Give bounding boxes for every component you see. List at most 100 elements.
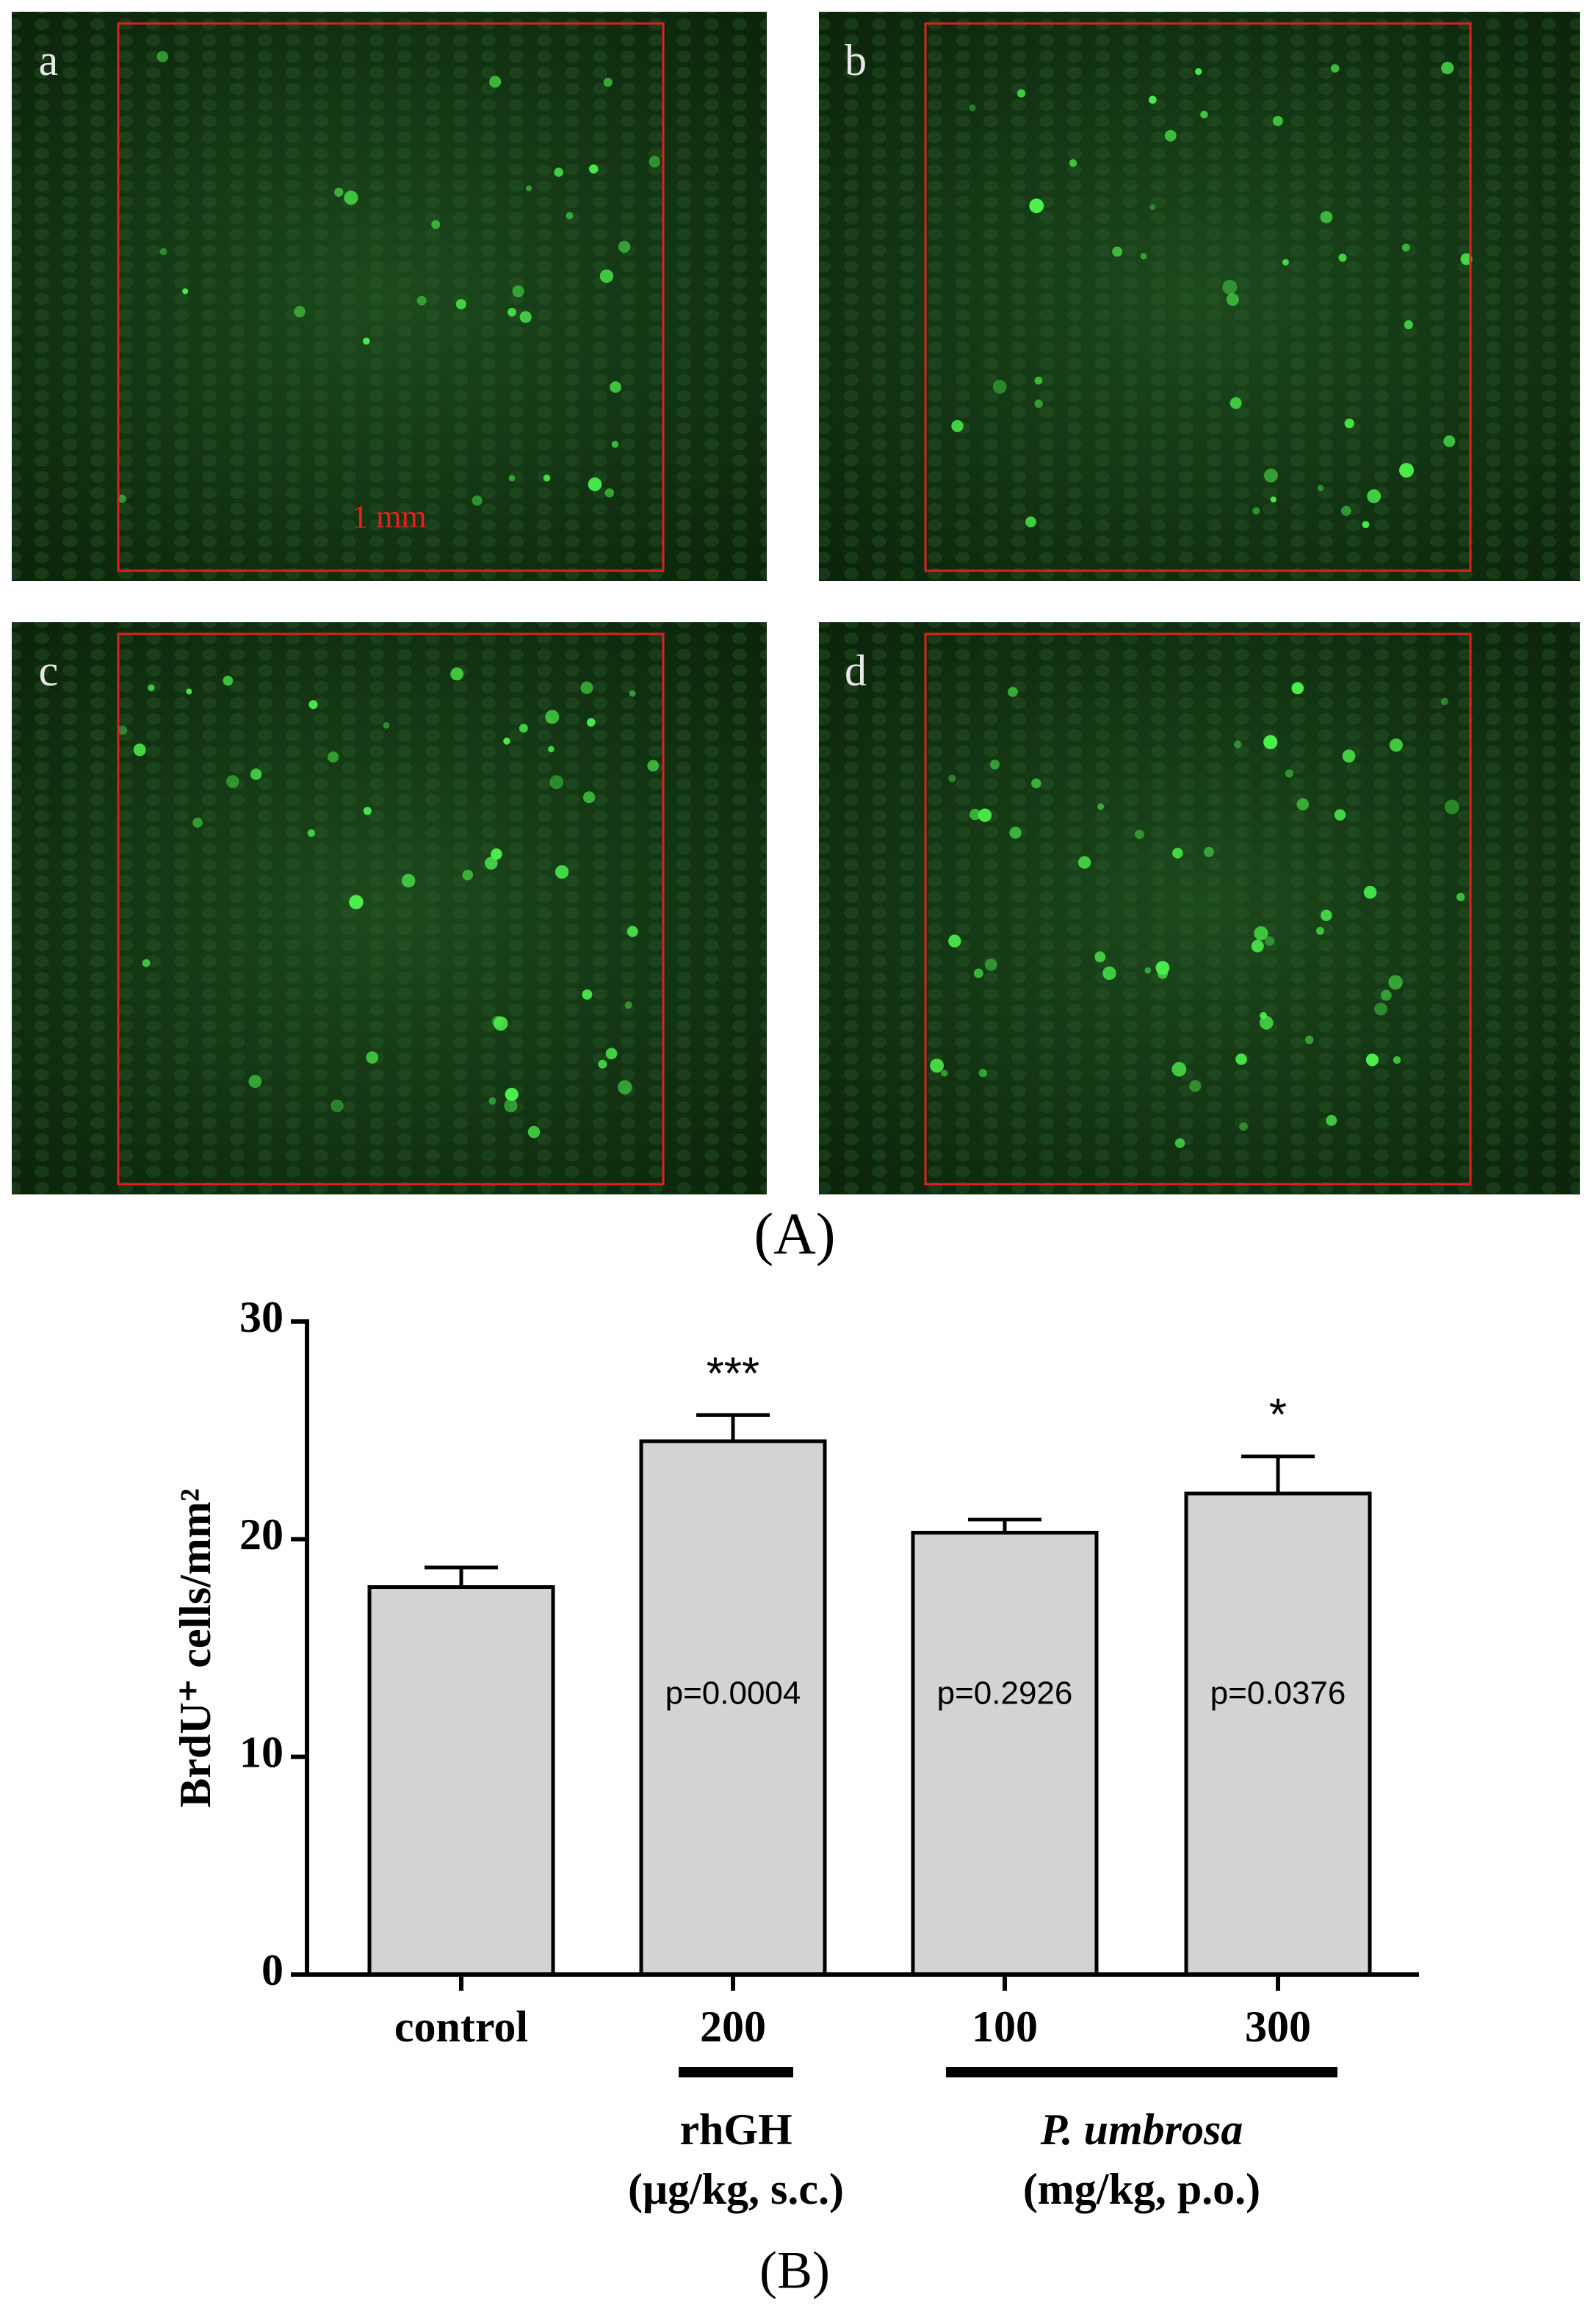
fluorescent-cell [1456, 893, 1465, 901]
p-value-label: p=0.2926 [937, 1676, 1073, 1712]
fluorescent-cell [331, 1099, 344, 1113]
fluorescent-cell [485, 857, 498, 870]
fluorescent-cell [1171, 1061, 1187, 1077]
fluorescent-cell [1285, 769, 1294, 778]
roi-box [924, 22, 1472, 572]
fluorescent-cell [588, 477, 602, 491]
fluorescent-cell [334, 187, 344, 197]
micrograph: b [819, 12, 1580, 581]
fluorescent-cell [1203, 846, 1214, 857]
micrograph-texture [12, 622, 767, 1194]
roi-box [924, 632, 1472, 1186]
fluorescent-cell [1291, 682, 1304, 695]
x-tick-label: 300 [1245, 2002, 1311, 2051]
fluorescent-cell [1031, 778, 1041, 789]
scale-label: 1 mm [352, 499, 426, 535]
micrograph-texture [819, 12, 1580, 581]
fluorescent-cell [1330, 64, 1340, 73]
fluorescent-cell [118, 494, 126, 503]
micrograph-texture [819, 622, 1580, 1194]
fluorescent-cell [1270, 496, 1277, 503]
fluorescent-cell [1296, 798, 1310, 811]
fluorescent-cell [554, 167, 563, 177]
fluorescent-cell [186, 688, 192, 695]
fluorescent-cell [225, 775, 239, 788]
fluorescent-cell [118, 725, 128, 735]
fluorescent-cell [1334, 809, 1346, 821]
fluorescent-cell [519, 724, 528, 733]
fluorescent-cell [973, 968, 983, 978]
fluorescent-cell [1226, 293, 1239, 306]
bar [367, 1585, 555, 1977]
fluorescent-cell [1135, 829, 1144, 840]
fluorescent-cell [582, 989, 593, 1000]
micrograph-texture [12, 12, 767, 581]
fluorescent-cell [978, 1069, 987, 1078]
panel-label: c [39, 646, 59, 695]
fluorescent-cell [505, 1087, 519, 1101]
fluorescent-cell [543, 475, 551, 482]
fluorescent-cell [1222, 279, 1238, 295]
fluorescent-cell [1102, 966, 1116, 981]
fluorescent-cell [349, 895, 364, 909]
fluorescent-cell [1034, 376, 1043, 385]
fluorescent-cell [647, 760, 660, 772]
part-label: (A) [754, 1202, 835, 1266]
fluorescent-cell [192, 818, 203, 828]
fluorescent-cell [431, 220, 441, 229]
fluorescent-cell [328, 751, 339, 763]
fluorescent-cell [1112, 246, 1123, 257]
y-tick-label: 20 [239, 1510, 284, 1559]
fluorescent-cell [605, 1048, 618, 1060]
fluorescent-cell [1155, 961, 1170, 975]
fluorescent-cell [598, 1059, 607, 1069]
fluorescent-cell [1140, 253, 1147, 260]
fluorescent-cell [1025, 516, 1036, 527]
fluorescent-cell [1374, 1002, 1387, 1016]
error-bar [968, 1518, 1041, 1533]
fluorescent-cell [604, 488, 615, 498]
panel-label: d [845, 646, 867, 695]
fluorescent-cell [1148, 95, 1157, 104]
fluorescent-cell [1440, 697, 1449, 705]
fluorescent-cell [1034, 399, 1043, 408]
fluorescent-cell [1441, 61, 1454, 75]
fluorescent-cell [1009, 826, 1022, 839]
fluorescent-cell [1365, 1053, 1379, 1067]
fluorescent-cell [1326, 1114, 1337, 1126]
fluorescent-cell [1172, 848, 1183, 859]
fluorescent-cell [930, 1059, 945, 1073]
fluorescent-cell [363, 807, 372, 815]
micrograph: d [819, 622, 1580, 1194]
fluorescent-cell [1399, 463, 1414, 478]
fluorescent-cell [978, 808, 992, 822]
fluorescent-cell [294, 306, 306, 317]
fluorescent-cell [508, 475, 516, 482]
fluorescent-cell [1304, 1035, 1314, 1045]
fluorescent-cell [603, 77, 613, 87]
y-tick-label: 30 [239, 1293, 284, 1341]
y-tick-label: 10 [239, 1728, 284, 1776]
fluorescent-cell [555, 865, 569, 879]
group-name: rhGH [679, 2105, 792, 2154]
group-unit: (μg/kg, s.c.) [628, 2165, 844, 2213]
significance-label: * [1269, 1390, 1287, 1441]
micrograph: c [12, 622, 767, 1194]
panel-label: a [39, 36, 59, 84]
fluorescent-cell [223, 675, 234, 686]
fluorescent-cell [627, 926, 638, 937]
fluorescent-cell [610, 381, 621, 393]
fluorescent-cell [1263, 468, 1278, 483]
p-value-label: p=0.0376 [1210, 1676, 1346, 1712]
fluorescent-cell [1008, 687, 1018, 697]
fluorescent-cell [133, 743, 146, 757]
fluorescent-cell [649, 156, 661, 167]
fluorescent-cell [1200, 110, 1208, 119]
fluorescent-cell [1239, 1122, 1248, 1131]
fluorescent-cell [1265, 936, 1275, 946]
fluorescent-cell [527, 1125, 541, 1139]
x-tick-label: 100 [972, 2002, 1038, 2051]
fluorescent-cell [1443, 435, 1456, 447]
fluorescent-cell [148, 684, 155, 691]
fluorescent-cell [455, 299, 466, 310]
